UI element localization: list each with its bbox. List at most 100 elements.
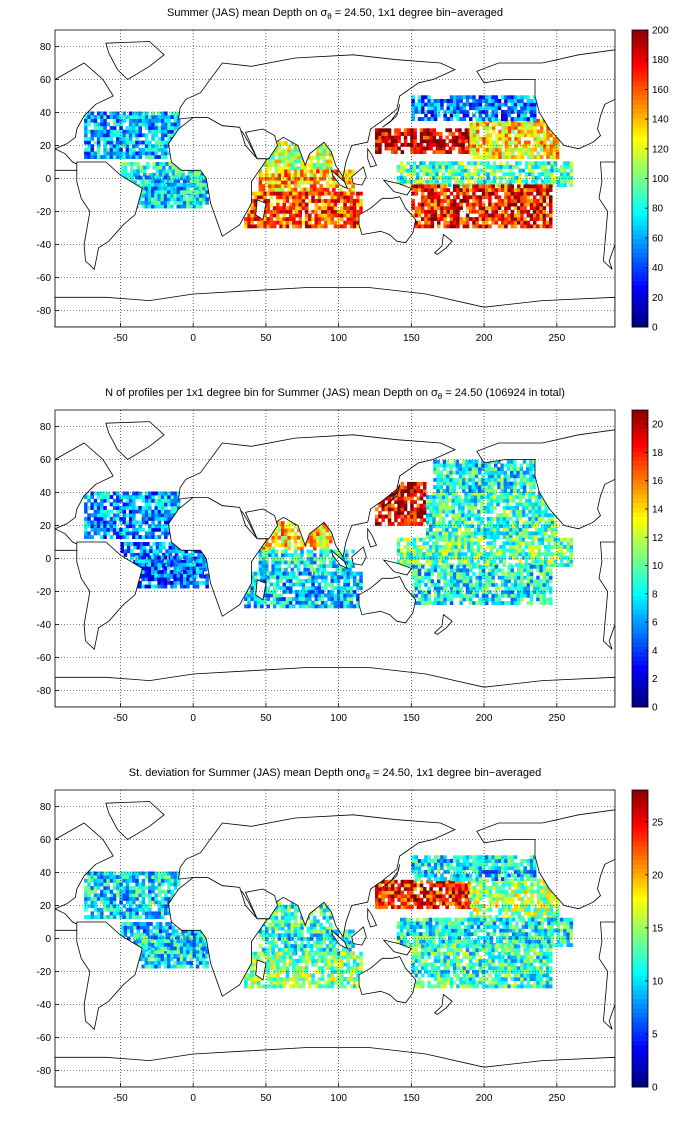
- heat-cell: [297, 156, 301, 160]
- heat-cell: [299, 195, 303, 199]
- heat-cell: [321, 594, 325, 598]
- heat-cell: [501, 217, 505, 221]
- heat-cell: [154, 176, 158, 180]
- heat-cell: [129, 517, 133, 521]
- heat-cell: [458, 165, 462, 169]
- heat-cell: [514, 141, 518, 145]
- heat-cell: [154, 563, 158, 567]
- heat-cell: [410, 128, 414, 132]
- heat-cell: [487, 524, 491, 528]
- data-region-1: [84, 492, 180, 540]
- heat-cell: [110, 133, 114, 137]
- heat-cell: [466, 114, 470, 118]
- heat-cell: [537, 133, 541, 137]
- heat-cell: [324, 601, 328, 605]
- colorbar-swatch: [632, 290, 648, 295]
- heat-cell: [268, 188, 272, 192]
- land-south-america-east: [599, 162, 615, 269]
- heat-cell: [549, 214, 553, 218]
- heat-cell: [452, 485, 456, 489]
- heat-cell: [299, 206, 303, 210]
- heat-cell: [110, 141, 114, 145]
- heat-cell: [417, 515, 421, 519]
- heat-cell: [205, 585, 209, 589]
- heat-cell: [420, 493, 424, 497]
- heat-cell: [281, 170, 285, 174]
- heat-cell: [308, 579, 312, 583]
- heat-cell: [486, 180, 490, 184]
- heat-cell: [334, 597, 338, 601]
- heat-cell: [91, 155, 95, 159]
- heat-cell: [279, 224, 283, 228]
- heat-cell: [465, 132, 469, 136]
- heat-cell: [553, 144, 557, 148]
- heat-cell: [331, 203, 335, 207]
- heat-cell: [452, 531, 456, 535]
- heat-cell: [276, 579, 280, 583]
- heat-cell: [329, 536, 333, 540]
- colorbar-swatch: [632, 67, 648, 72]
- heat-cell: [132, 112, 136, 116]
- heat-cell: [316, 149, 320, 153]
- heat-cell: [183, 201, 187, 205]
- heat-cell: [110, 528, 114, 532]
- heat-cell: [265, 173, 269, 177]
- heat-cell: [156, 549, 160, 553]
- colorbar-swatch: [632, 58, 648, 63]
- heat-cell: [504, 217, 508, 221]
- heat-cell: [473, 130, 477, 134]
- heat-cell: [527, 214, 531, 218]
- heat-cell: [401, 132, 405, 136]
- heat-cell: [145, 133, 149, 137]
- heat-cell: [506, 165, 510, 169]
- heat-cell: [297, 170, 301, 174]
- heat-cell: [291, 188, 295, 192]
- heat-cell: [484, 535, 488, 539]
- heat-cell: [244, 604, 248, 608]
- heat-cell: [447, 195, 451, 199]
- heat-cell: [343, 601, 347, 605]
- heat-cell: [427, 195, 431, 199]
- heat-cell: [334, 594, 338, 598]
- heat-cell: [407, 497, 411, 501]
- heat-cell: [500, 531, 504, 535]
- heat-cell: [448, 180, 452, 184]
- heat-cell: [97, 521, 101, 525]
- heat-cell: [172, 169, 176, 173]
- heat-cell: [480, 176, 484, 180]
- heat-cell: [473, 141, 477, 145]
- heat-cell: [183, 186, 187, 190]
- heat-cell: [164, 535, 168, 539]
- heat-cell: [482, 206, 486, 210]
- heat-cell: [375, 150, 379, 154]
- heat-cell: [511, 117, 514, 121]
- heat-cell: [492, 122, 496, 126]
- heat-cell: [350, 206, 354, 210]
- heat-cell: [110, 151, 114, 155]
- heat-cell: [142, 513, 146, 517]
- heat-cell: [477, 521, 481, 525]
- y-tick-label: -20: [37, 207, 52, 218]
- heat-cell: [310, 561, 314, 565]
- heat-cell: [279, 601, 283, 605]
- heat-cell: [331, 583, 335, 587]
- heat-cell: [504, 95, 508, 99]
- heat-cell: [158, 510, 162, 514]
- heat-cell: [347, 575, 351, 579]
- heat-cell: [423, 139, 427, 143]
- heat-cell: [350, 195, 354, 199]
- heat-cell: [543, 151, 547, 155]
- heat-cell: [297, 568, 301, 572]
- heat-cell: [183, 556, 187, 560]
- heat-cell: [440, 184, 444, 188]
- heat-cell: [442, 172, 446, 176]
- heat-cell: [490, 165, 494, 169]
- heat-cell: [126, 133, 130, 137]
- heat-cell: [299, 221, 303, 225]
- heat-cell: [124, 173, 128, 177]
- heat-cell: [524, 126, 528, 130]
- heat-cell: [94, 517, 98, 521]
- heat-cell: [275, 184, 279, 188]
- heat-cell: [84, 510, 88, 514]
